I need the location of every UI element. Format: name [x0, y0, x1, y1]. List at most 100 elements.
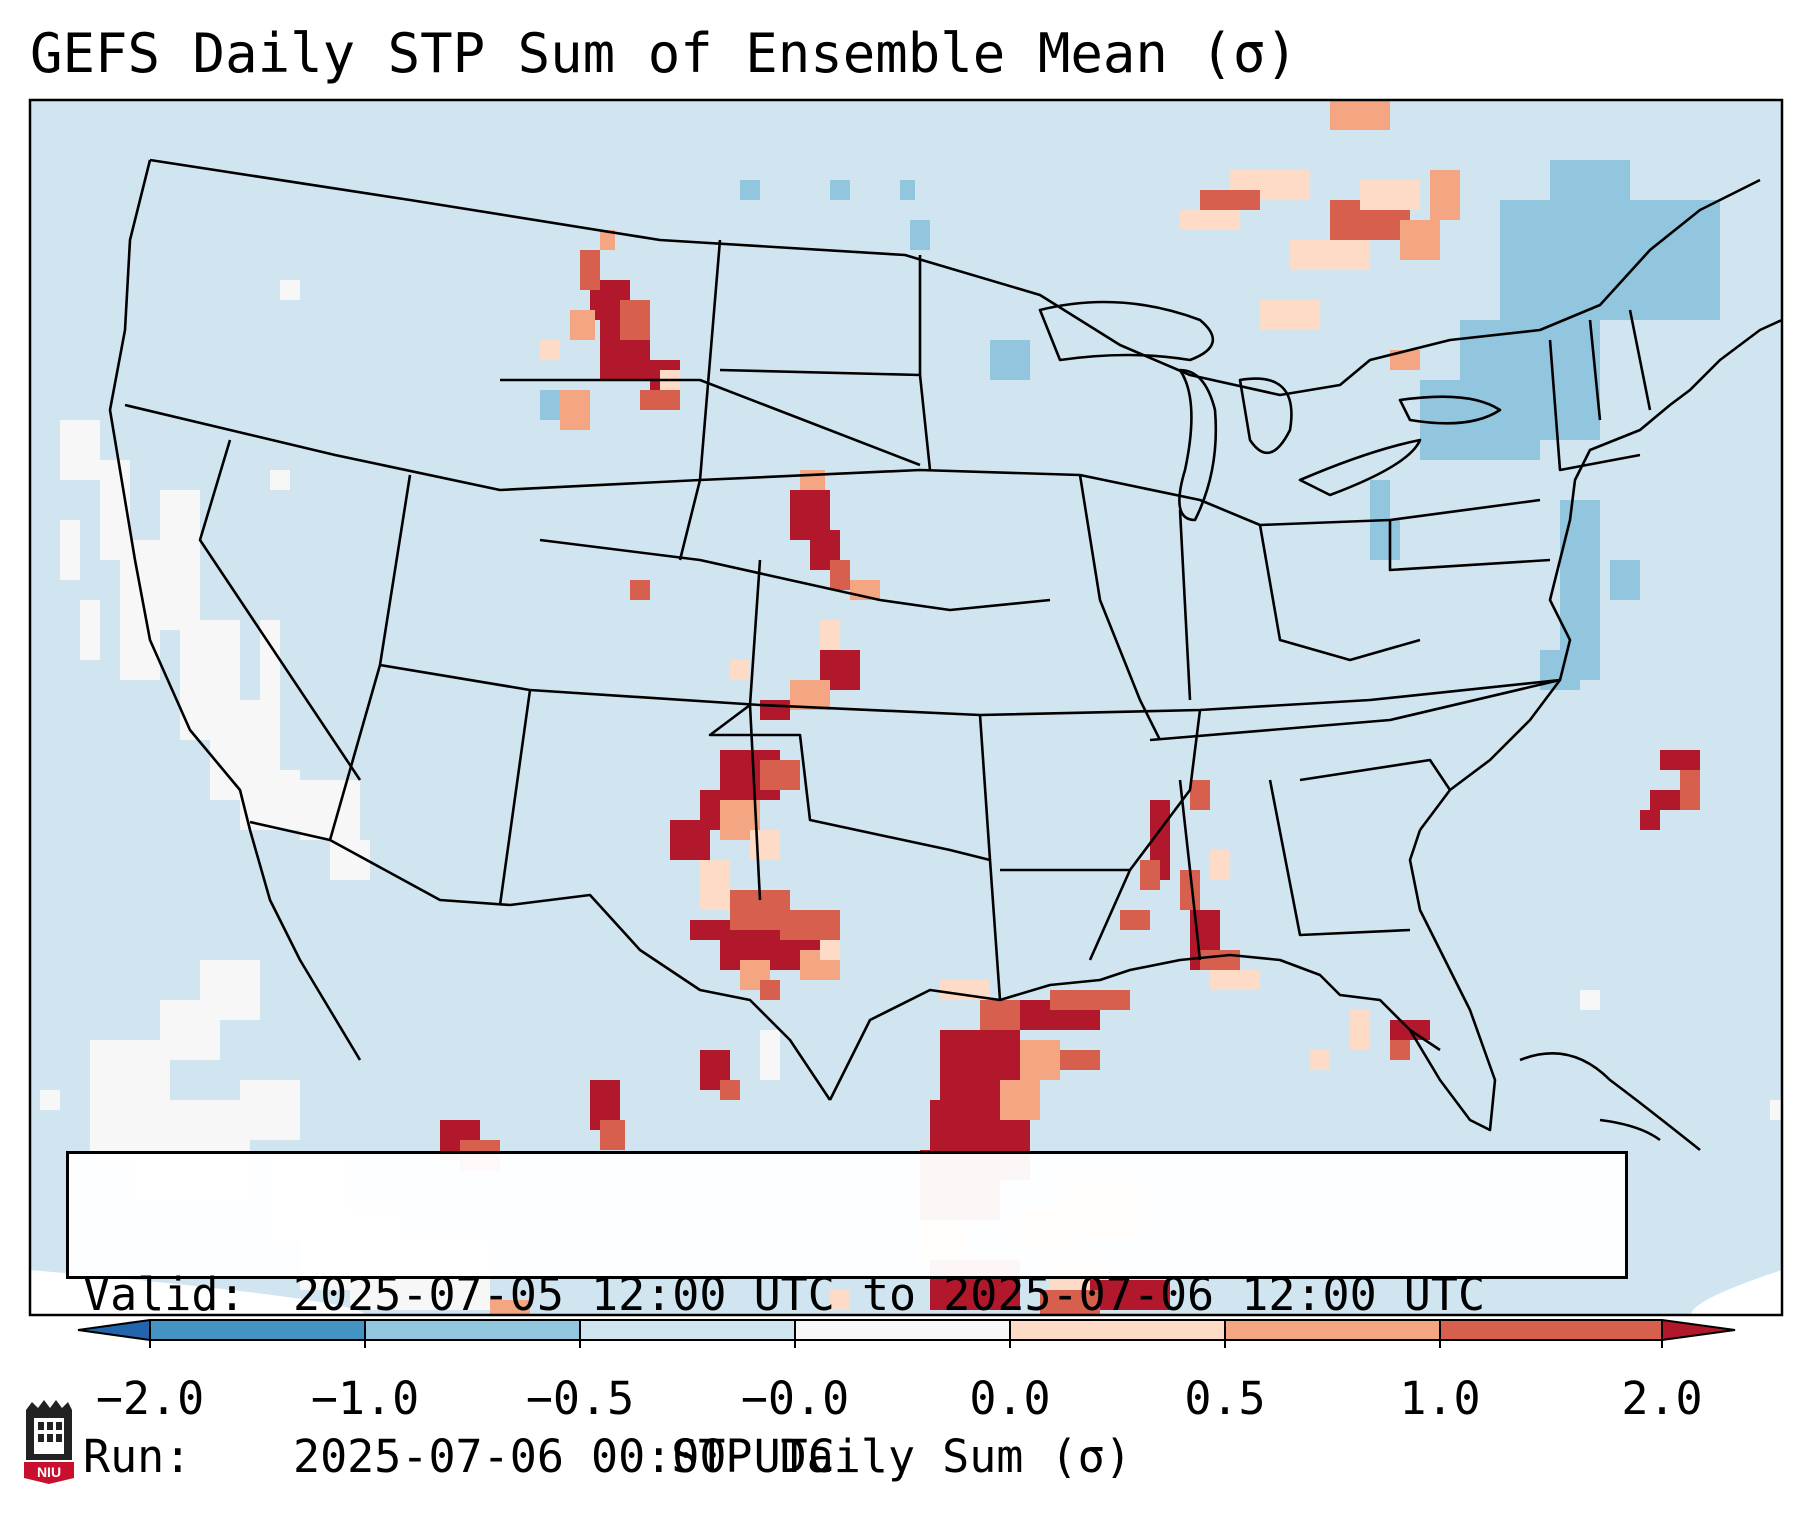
niu-logo: NIU	[24, 1400, 74, 1484]
anomaly-cell	[540, 340, 560, 360]
colorbar-tick-label: 2.0	[1621, 1372, 1703, 1425]
anomaly-cell	[620, 300, 650, 340]
state-borders	[108, 158, 1782, 1152]
colorbar-tick-label: −2.0	[95, 1372, 205, 1425]
anomaly-cell	[980, 1000, 1020, 1030]
anomaly-cell	[1390, 350, 1420, 370]
anomaly-cell	[820, 620, 840, 650]
anomaly-cell	[780, 910, 840, 940]
colorbar-tick-label: −0.5	[525, 1372, 635, 1425]
colorbar-tick-label: −0.0	[740, 1372, 850, 1425]
anomaly-cell	[1190, 780, 1210, 810]
anomaly-cell	[1140, 860, 1160, 890]
anomaly-cell	[1600, 200, 1720, 320]
colorbar-segment	[1225, 1320, 1440, 1340]
anomaly-cell	[1390, 1040, 1410, 1060]
anomaly-cell	[80, 600, 100, 660]
anomaly-cell	[800, 470, 825, 490]
colorbar-extend-low	[78, 1320, 150, 1340]
anomaly-cell	[560, 390, 590, 430]
anomaly-cell	[60, 520, 80, 580]
colorbar-tick-label: −1.0	[310, 1372, 420, 1425]
colorbar-segment	[1010, 1320, 1225, 1340]
anomaly-cell	[670, 820, 710, 860]
anomaly-cell	[1060, 1050, 1100, 1070]
out-of-domain-corner	[30, 1270, 365, 1315]
anomaly-cell	[540, 390, 560, 420]
anomaly-cell	[1770, 1100, 1782, 1120]
anomaly-cell	[580, 250, 600, 290]
stp-map	[28, 98, 1784, 1348]
anomaly-cell	[990, 340, 1030, 380]
anomaly-cell	[1120, 910, 1150, 930]
anomaly-cell	[600, 1120, 625, 1150]
colorbar-segment	[365, 1320, 580, 1340]
anomaly-cell	[1090, 1280, 1170, 1310]
anomaly-cell	[1050, 990, 1130, 1010]
anomaly-cell	[830, 180, 850, 200]
anomaly-cell	[200, 960, 260, 1020]
colorbar-segment	[1440, 1320, 1662, 1340]
map-frame	[28, 98, 1784, 1317]
anomaly-cell	[1290, 240, 1370, 270]
anomaly-cell	[260, 620, 280, 700]
anomaly-cell	[910, 220, 930, 250]
anomaly-cell	[270, 470, 290, 490]
anomaly-cell	[720, 1080, 740, 1100]
anomaly-cell	[330, 840, 370, 880]
anomaly-cell	[60, 420, 100, 480]
anomaly-cell	[1610, 560, 1640, 600]
run-text: 2025-07-06 00:00 UTC	[293, 1430, 835, 1483]
anomaly-cell	[1020, 1040, 1060, 1080]
anomaly-cell	[730, 660, 750, 680]
anomaly-cell	[120, 540, 160, 680]
anomaly-cell	[790, 680, 830, 710]
anomaly-cell	[1180, 210, 1240, 230]
anomaly-cell	[1360, 180, 1420, 210]
anomaly-cell	[760, 760, 800, 790]
anomaly-cell	[700, 860, 730, 910]
colorbar-segment	[150, 1320, 365, 1340]
colorbar-tick-label: 0.0	[969, 1372, 1051, 1425]
colorbar-segment	[580, 1320, 795, 1340]
anomaly-cell	[280, 280, 300, 300]
anomaly-cell	[490, 1300, 530, 1315]
anomaly-cell	[1210, 970, 1260, 990]
anomaly-cell	[740, 180, 760, 200]
anomaly-cell	[240, 1080, 300, 1140]
anomaly-cell	[1660, 750, 1700, 770]
anomaly-cell	[940, 980, 990, 1000]
anomaly-cell	[1210, 850, 1230, 880]
colorbar-segment	[795, 1320, 1010, 1340]
valid-text: 2025-07-05 12:00 UTC to 2025-07-06 12:00…	[293, 1268, 1486, 1321]
anomaly-cell	[1460, 440, 1490, 460]
colorbar-tick-label: 0.5	[1184, 1372, 1266, 1425]
out-of-domain-corner	[1691, 1270, 1782, 1315]
colorbar-label: STP Daily Sum (σ)	[671, 1430, 1132, 1483]
anomaly-cell	[600, 230, 615, 250]
anomaly-cell	[1000, 1080, 1040, 1120]
anomaly-cell	[760, 1030, 780, 1080]
anomaly-cell	[40, 1090, 60, 1110]
anomaly-cell	[160, 490, 200, 630]
anomaly-cell	[1180, 870, 1200, 910]
anomaly-cell	[1430, 170, 1460, 220]
anomaly-cell	[1200, 190, 1260, 210]
anomaly-cell	[760, 980, 780, 1000]
colorbar-extend-high	[1662, 1320, 1735, 1340]
anomaly-cell	[750, 830, 780, 860]
anomaly-cell	[1550, 160, 1630, 200]
anomaly-cell	[1040, 1290, 1100, 1315]
anomaly-cell	[640, 390, 680, 410]
anomaly-cell	[1350, 1010, 1370, 1050]
anomaly-cell	[1640, 810, 1660, 830]
anomaly-cell	[900, 180, 915, 200]
anomaly-cell	[300, 780, 360, 840]
run-label: Run:	[83, 1430, 192, 1483]
map-title: GEFS Daily STP Sum of Ensemble Mean (σ)	[30, 22, 1298, 85]
colorbar	[78, 1320, 1735, 1348]
anomaly-cell	[760, 700, 790, 720]
valid-label: Valid:	[83, 1268, 246, 1321]
anomaly-cell	[240, 770, 300, 830]
anomaly-cell	[690, 920, 730, 940]
